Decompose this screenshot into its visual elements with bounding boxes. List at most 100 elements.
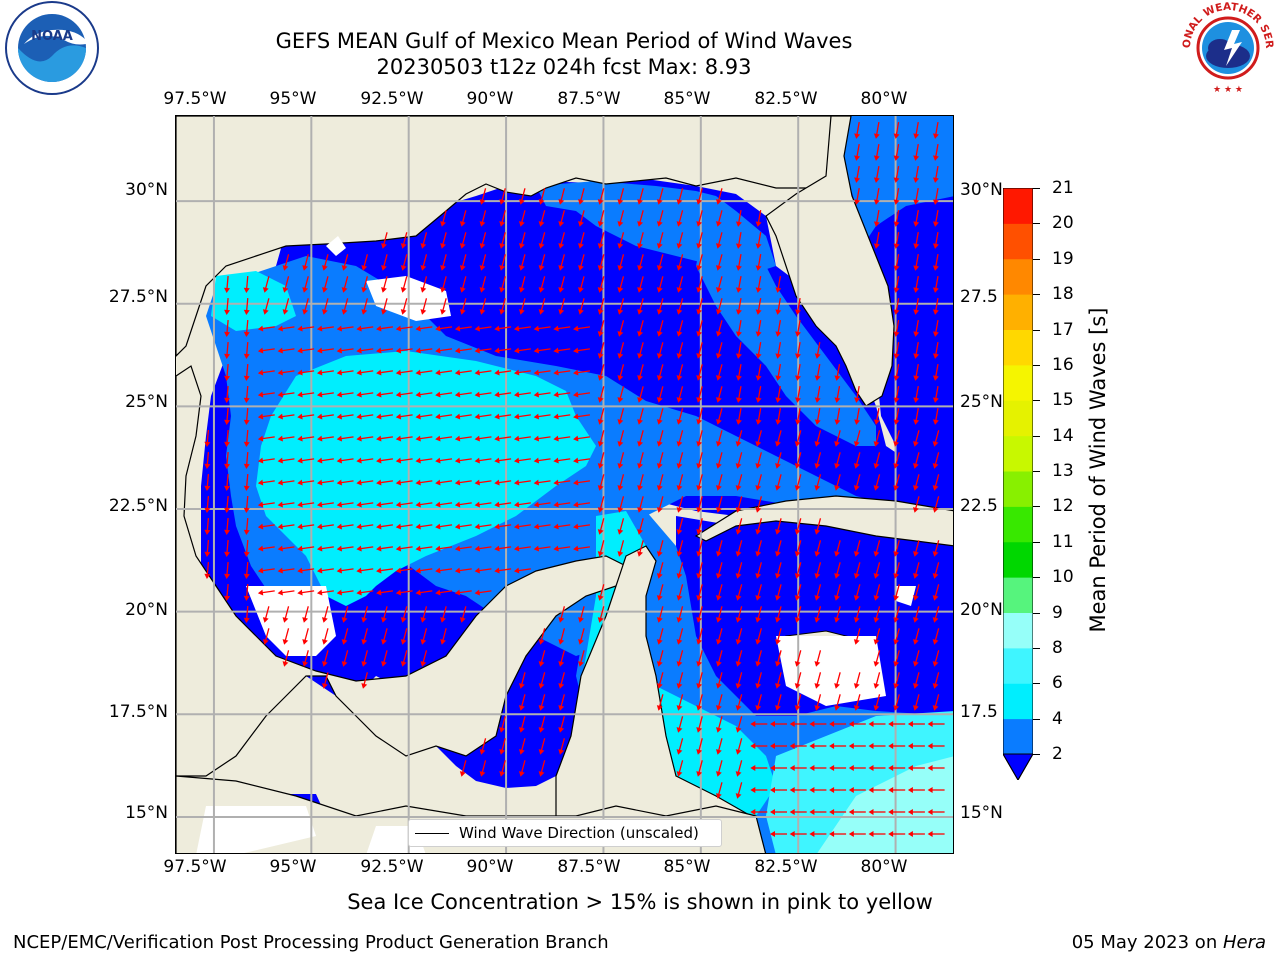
wind-wave-arrow (676, 430, 684, 447)
wind-wave-arrow (553, 369, 571, 376)
wind-wave-arrow (932, 430, 940, 447)
wind-wave-arrow (356, 347, 374, 354)
wind-wave-arrow (868, 809, 886, 815)
wind-wave-arrow (735, 782, 743, 799)
wind-wave-arrow (868, 831, 886, 837)
wind-wave-arrow (257, 391, 275, 398)
wind-wave-arrow (715, 254, 723, 271)
wind-wave-arrow (656, 584, 664, 601)
wind-wave-arrow (932, 452, 940, 469)
wind-wave-arrow (297, 413, 315, 420)
wind-wave-arrow (755, 474, 762, 491)
wind-wave-arrow (356, 391, 374, 398)
wind-wave-arrow (597, 320, 605, 337)
wind-wave-arrow (656, 188, 664, 205)
wind-wave-arrows (204, 122, 945, 837)
wind-wave-arrow (518, 672, 526, 689)
wind-wave-arrow (834, 408, 841, 425)
wind-wave-arrow (479, 254, 487, 271)
colorbar-tick-label: 8 (1052, 637, 1063, 658)
wind-wave-arrow (243, 297, 250, 315)
wind-wave-arrow (578, 210, 585, 227)
wind-wave-arrow (814, 386, 821, 403)
wind-wave-arrow (597, 540, 605, 557)
lat-tick-left: 20°N (125, 600, 168, 620)
wind-wave-arrow (440, 628, 447, 645)
wind-wave-arrow (868, 787, 886, 793)
wind-wave-arrow (715, 188, 723, 205)
wind-wave-arrow (755, 210, 762, 227)
wind-wave-arrow (597, 232, 605, 249)
wind-wave-arrow (676, 276, 684, 293)
wind-wave-arrow (814, 540, 822, 557)
wind-wave-arrow (376, 479, 394, 486)
wind-wave-arrow (637, 342, 644, 359)
no-data-patch (896, 586, 916, 606)
wind-wave-arrow (558, 628, 565, 645)
wind-wave-arrow (597, 254, 605, 271)
colorbar-segment (1003, 258, 1033, 295)
wind-wave-arrow (459, 210, 467, 227)
wind-wave-arrow (676, 518, 684, 535)
wind-wave-arrow (474, 567, 492, 574)
wind-wave-arrow (873, 122, 880, 139)
wind-wave-arrow (676, 342, 684, 359)
svg-text:★ ★ ★: ★ ★ ★ (1213, 85, 1243, 95)
wind-wave-arrow (454, 391, 472, 398)
wind-wave-arrow (873, 408, 880, 425)
wind-wave-arrow (533, 479, 551, 486)
wind-wave-arrow (829, 721, 847, 727)
wind-wave-arrow (912, 474, 920, 491)
lon-tick-top: 80°W (860, 89, 908, 109)
wind-wave-arrow (336, 479, 354, 486)
wind-wave-arrow (795, 342, 801, 359)
wind-wave-arrow (715, 210, 723, 227)
wind-wave-arrow (597, 364, 605, 381)
wind-wave-arrow (395, 413, 413, 420)
wind-wave-arrow (656, 342, 664, 359)
colorbar-tick-label: 6 (1052, 673, 1063, 694)
wind-wave-arrow (795, 320, 801, 337)
wind-wave-arrow (573, 325, 591, 332)
wind-wave-arrow (356, 369, 374, 376)
wind-wave-arrow (656, 408, 664, 425)
wind-wave-arrow (395, 567, 413, 574)
wind-wave-arrow (302, 628, 309, 645)
no-data-patch (246, 586, 336, 656)
colorbar-tick-label: 18 (1052, 284, 1074, 305)
wind-wave-arrow (755, 650, 762, 667)
colorbar-tick-mark (1033, 223, 1040, 225)
wind-wave-arrow (597, 408, 605, 425)
wind-wave-arrow (257, 589, 275, 596)
wind-wave-arrow (932, 254, 939, 271)
wind-wave-arrow (715, 342, 723, 359)
wind-wave-arrow (257, 501, 275, 508)
wind-wave-arrow (853, 474, 861, 491)
wind-wave-arrow (893, 254, 900, 271)
wind-wave-arrow (696, 650, 703, 667)
wind-wave-arrow (696, 672, 703, 689)
wind-wave-arrow (257, 325, 275, 332)
wind-wave-arrow (224, 385, 231, 403)
wind-wave-arrow (297, 435, 315, 442)
wind-wave-arrow (533, 457, 551, 464)
no-data-patch (326, 236, 346, 256)
wind-wave-arrow (676, 738, 684, 755)
wind-wave-arrow (873, 232, 880, 249)
wind-wave-arrow (243, 341, 250, 359)
wind-wave-arrow (893, 276, 900, 293)
wind-wave-arrow (454, 589, 472, 596)
wind-wave-arrow (735, 518, 743, 535)
wind-wave-arrow (809, 743, 827, 749)
wind-wave-arrow (361, 650, 368, 667)
wind-wave-arrow (676, 474, 684, 491)
wind-wave-arrow (809, 765, 827, 771)
wind-wave-arrow (715, 738, 723, 755)
colorbar-tick-label: 15 (1052, 390, 1074, 411)
colorbar-tick-mark (1033, 400, 1040, 402)
wind-wave-arrow (676, 364, 684, 381)
wind-wave-arrow (814, 474, 822, 491)
lat-tick-right: 17.5 (960, 702, 998, 722)
wind-wave-arrow (656, 430, 664, 447)
wind-wave-arrow (454, 435, 472, 442)
